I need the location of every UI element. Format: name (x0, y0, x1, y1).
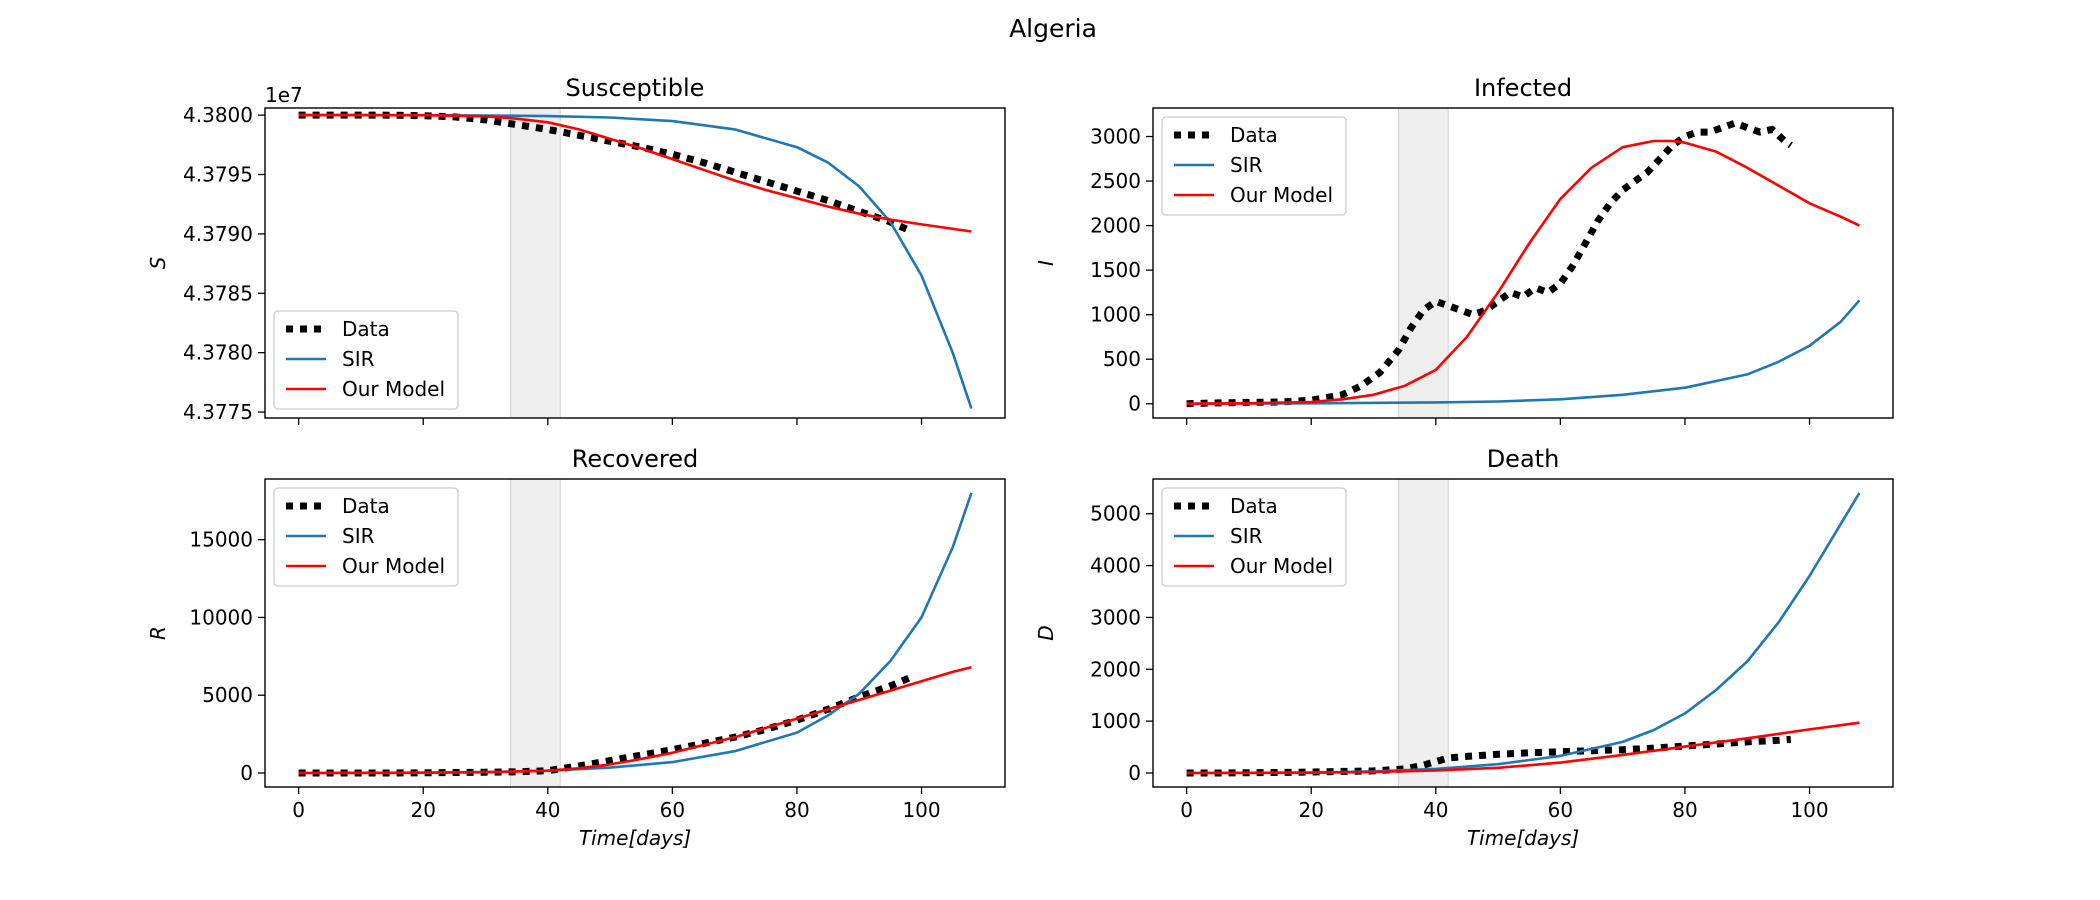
subplot-title: Recovered (572, 445, 699, 473)
x-tick-label: 20 (410, 798, 435, 822)
x-tick-label: 0 (292, 798, 305, 822)
y-axis-label: D (1034, 625, 1058, 640)
shaded-interval (1397, 478, 1449, 788)
y-tick-label: 1000 (1090, 709, 1141, 733)
series-line-sir (1186, 299, 1861, 406)
shaded-interval (509, 107, 561, 419)
subplot-recovered: 0 20 40 60 80 100 0 5000 10000 15000 Recovered R Tim… (146, 445, 1006, 850)
x-tick-label: 60 (1548, 798, 1573, 822)
legend-label: Data (342, 317, 390, 341)
x-tick-label: 20 (1298, 798, 1323, 822)
y-tick-label: 4.3785 (183, 281, 253, 305)
y-tick-label: 0 (1128, 392, 1141, 416)
y-tick-label: 4.3795 (183, 163, 253, 187)
legend: Data SIR Our Model (1161, 116, 1347, 216)
y-tick-label: 15000 (189, 528, 253, 552)
legend-label: Data (1230, 494, 1278, 518)
series-line-data (298, 674, 911, 777)
legend-label: Data (342, 494, 390, 518)
series-group (298, 111, 973, 409)
y-tick-label: 2500 (1090, 169, 1141, 193)
y-offset-label: 1e7 (265, 83, 303, 107)
figure-title: Algeria (1009, 14, 1097, 43)
y-tick-label: 500 (1103, 347, 1141, 371)
y-tick-label: 2000 (1090, 657, 1141, 681)
legend-label: Data (1230, 123, 1278, 147)
legend-label: SIR (1230, 153, 1263, 177)
x-tick-label: 80 (784, 798, 809, 822)
x-tick-label: 100 (902, 798, 940, 822)
x-tick-label: 80 (1672, 798, 1697, 822)
shaded-interval (509, 478, 561, 788)
series-group (1186, 492, 1861, 777)
legend: Data SIR Our Model (273, 487, 459, 587)
x-tick-label: 60 (660, 798, 685, 822)
legend-box (1161, 116, 1347, 216)
y-tick-label: 1500 (1090, 258, 1141, 282)
y-tick-label: 2000 (1090, 214, 1141, 238)
x-axis-label: Time[days] (1467, 826, 1579, 850)
legend-label: Our Model (342, 377, 445, 401)
legend: Data SIR Our Model (1161, 487, 1347, 587)
series-line-data (298, 111, 911, 234)
legend-label: Our Model (342, 554, 445, 578)
y-tick-label: 4.3775 (183, 400, 253, 424)
y-tick-label: 5000 (1090, 502, 1141, 526)
axes-frame (264, 107, 1006, 419)
legend: Data SIR Our Model (273, 310, 459, 410)
series-line-our-model (1186, 721, 1860, 775)
series-group (1186, 119, 1861, 408)
y-tick-label: 0 (1128, 761, 1141, 785)
subplot-death: 0 20 40 60 80 100010002000300040005000DeathDT… (1034, 445, 1894, 850)
y-tick-label: 3000 (1090, 605, 1141, 629)
x-axis-label: Time[days] (579, 826, 691, 850)
x-tick-label: 100 (1790, 798, 1828, 822)
y-axis-label: R (146, 626, 170, 640)
y-tick-label: 5000 (202, 683, 253, 707)
y-tick-label: 4000 (1090, 554, 1141, 578)
subplots: 4.3775 4.3780 4.3785 4.3790 4.3795 4.3800 Susc… (146, 74, 1894, 850)
series-line-our-model (298, 113, 972, 233)
legend-label: SIR (342, 524, 375, 548)
shaded-interval (1397, 107, 1449, 419)
subplot-title: Death (1487, 445, 1560, 473)
series-line-our-model (1186, 139, 1860, 405)
series-group (298, 492, 973, 777)
y-tick-label: 1000 (1090, 303, 1141, 327)
x-tick-label: 0 (1180, 798, 1193, 822)
y-axis-label: S (146, 256, 170, 269)
legend-label: Our Model (1230, 183, 1333, 207)
legend-label: SIR (1230, 524, 1263, 548)
legend-box (273, 487, 459, 587)
x-tick-label: 40 (1423, 798, 1448, 822)
subplot-susceptible: 4.3775 4.3780 4.3785 4.3790 4.3795 4.3800 Susc… (146, 74, 1006, 425)
legend-box (1161, 487, 1347, 587)
y-axis-label: I (1034, 260, 1058, 266)
legend-box (273, 310, 459, 410)
y-tick-label: 10000 (189, 605, 253, 629)
subplot-title: Susceptible (566, 74, 705, 102)
subplot-title: Infected (1474, 74, 1572, 102)
series-line-our-model (298, 665, 972, 775)
y-tick-label: 4.3800 (183, 103, 253, 127)
legend-label: Our Model (1230, 554, 1333, 578)
y-tick-label: 4.3790 (183, 222, 253, 246)
x-tick-label: 40 (535, 798, 560, 822)
axes-frame (1152, 478, 1894, 788)
y-tick-label: 0 (240, 761, 253, 785)
axes-frame (1152, 107, 1894, 419)
y-tick-label: 4.3780 (183, 341, 253, 365)
legend-label: SIR (342, 347, 375, 371)
axes-frame (264, 478, 1006, 788)
subplot-infected: 0 500 1000 1500 2000 2500 3000 Infected I Data SIR… (1034, 74, 1894, 425)
y-tick-label: 3000 (1090, 125, 1141, 149)
